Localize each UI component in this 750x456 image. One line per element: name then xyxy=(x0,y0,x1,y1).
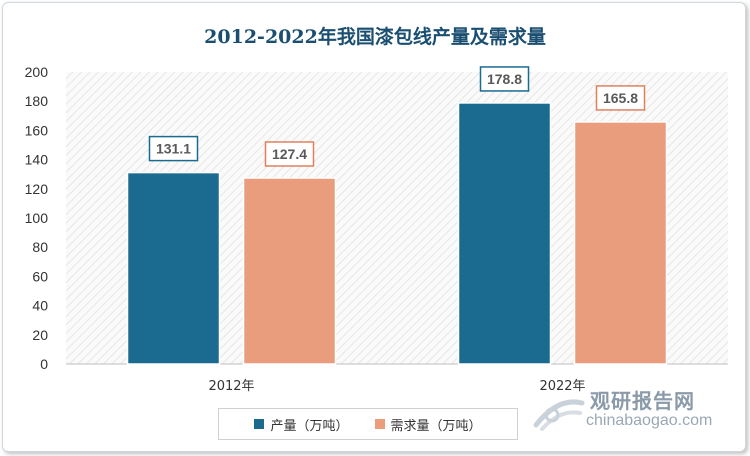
y-tick-label: 180 xyxy=(25,93,49,109)
data-label: 127.4 xyxy=(272,146,307,162)
watermark-logo-icon xyxy=(533,399,585,431)
legend-item-production: 产量（万吨） xyxy=(254,415,349,434)
legend-swatch-demand xyxy=(374,419,385,429)
y-tick-label: 20 xyxy=(32,327,48,343)
data-label: 165.8 xyxy=(603,90,638,106)
bar-demand xyxy=(573,121,668,365)
legend-swatch-production xyxy=(254,419,265,429)
y-tick-label: 120 xyxy=(25,181,49,197)
y-tick-label: 0 xyxy=(40,356,48,372)
bar-production xyxy=(126,171,221,365)
legend-label-demand: 需求量（万吨） xyxy=(390,418,482,434)
bar-demand xyxy=(242,177,337,365)
y-tick-label: 140 xyxy=(25,152,49,168)
y-tick-label: 60 xyxy=(32,268,48,284)
chart-title: 2012-2022年我国漆包线产量及需求量 xyxy=(204,26,546,48)
data-label-box xyxy=(479,66,530,92)
bar-production xyxy=(457,102,552,365)
data-label-box xyxy=(264,141,315,167)
data-label-box xyxy=(595,85,646,111)
legend-label-production: 产量（万吨） xyxy=(270,418,349,434)
x-tick-label: 2012年 xyxy=(208,379,254,394)
y-tick-label: 100 xyxy=(25,210,49,226)
y-tick-label: 80 xyxy=(32,239,48,255)
watermark-name: 观研报告网 xyxy=(590,389,695,413)
x-tick-label: 2022年 xyxy=(539,379,585,394)
data-label: 178.8 xyxy=(487,71,522,87)
y-tick-label: 40 xyxy=(32,298,48,314)
legend: 产量（万吨） 需求量（万吨） xyxy=(218,408,518,440)
data-label-box xyxy=(148,135,199,162)
legend-item-demand: 需求量（万吨） xyxy=(374,415,482,434)
y-tick-label: 200 xyxy=(25,64,49,80)
watermark: 观研报告网 chinabaogao.com xyxy=(530,385,735,435)
data-label: 131.1 xyxy=(156,141,191,157)
y-tick-label: 160 xyxy=(25,122,49,138)
watermark-url: chinabaogao.com xyxy=(586,412,713,429)
